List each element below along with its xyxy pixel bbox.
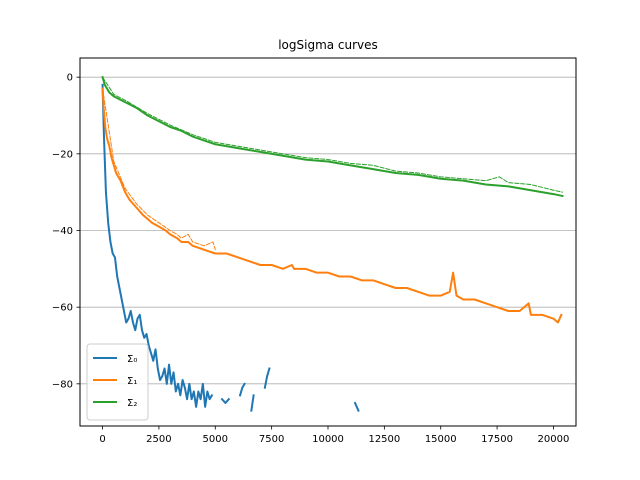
legend-label: Σ₀ [127,354,137,365]
grid-layer [80,76,576,385]
x-tick-label: 2500 [146,434,171,445]
y-tick-label: −80 [52,379,73,390]
series-path [101,83,214,408]
y-tick-label: −40 [52,226,73,237]
series-path [101,76,564,193]
x-tick-label: 15000 [425,434,457,445]
y-tick-label: −60 [52,303,73,314]
series-path [220,397,231,404]
x-tick-label: 17500 [481,434,513,445]
series-path [101,88,216,251]
series-line [101,83,360,412]
series-path [101,75,564,198]
x-tick-label: 5000 [203,434,228,445]
legend: Σ₀ Σ₁ Σ₂ [86,343,149,421]
series-path [101,87,563,324]
legend-label: Σ₁ [127,376,137,387]
series-path [263,367,271,389]
legend-label: Σ₂ [127,398,137,409]
series-path [238,382,246,397]
y-tick-label: −20 [52,149,73,160]
y-tick-label: 0 [67,73,73,84]
x-tick-label: 0 [99,434,105,445]
legend-box [86,343,149,421]
x-tick-label: 7500 [259,434,284,445]
series-line [101,88,216,251]
x-tick-label: 10000 [312,434,344,445]
axis-layer: 0 −20 −40 −60 −80 0 2500 5000 7500 10000 12500 1500… [52,73,569,445]
series-line [101,87,563,324]
series-layer [101,75,564,412]
x-tick-label: 20000 [538,434,570,445]
series-line [101,75,564,198]
series-path [353,401,360,412]
series-line [101,76,564,193]
series-path [250,394,255,412]
chart-title: logSigma curves [278,38,378,52]
x-tick-label: 12500 [368,434,400,445]
